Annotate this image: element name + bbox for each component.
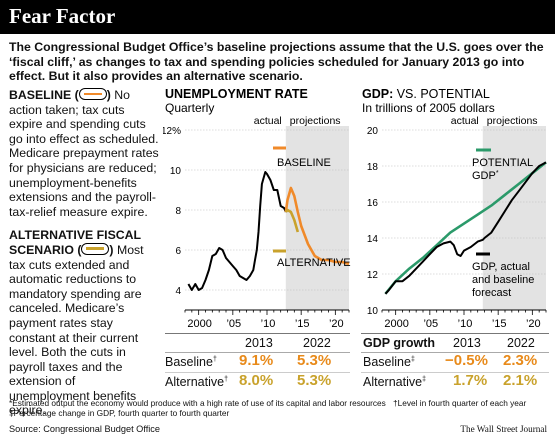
unemployment-title: UNEMPLOYMENT RATE (165, 87, 308, 101)
unemp-actual-label: actual (254, 115, 282, 127)
gdp-title-rest: VS. POTENTIAL (393, 87, 490, 101)
baseline-heading-close: ) (106, 88, 111, 102)
footnote-dagger: †Level in fourth quarter of each year (393, 398, 527, 408)
unemp-alternative-2022: 5.3% (297, 372, 332, 389)
gdp-potential-label-line1: POTENTIAL (472, 157, 533, 169)
gdp-series-potential (384, 161, 547, 295)
unemp-projections-label: projections (290, 115, 341, 127)
unemp-year-2013: 2013 (245, 336, 273, 350)
gdp-x-tick-label: ’10 (458, 318, 473, 330)
gdp-row-alternative-label: Alternative‡ (363, 375, 426, 389)
unemp-y-tick-label: 8 (175, 206, 181, 217)
unemp-row-baseline-label: Baseline† (165, 355, 217, 369)
gdp-title-bold: GDP: (362, 87, 393, 101)
gdp-y-tick-label: 14 (367, 234, 379, 245)
unemp-y-tick-label: 10 (170, 166, 182, 177)
unemp-baseline-label: BASELINE (277, 157, 331, 169)
gdp-y-tick-label: 16 (367, 198, 379, 209)
unemp-row-alternative-label: Alternative† (165, 375, 228, 389)
alternative-heading-close: ) (109, 242, 114, 257)
gdp-year-2013: 2013 (453, 336, 481, 350)
unemp-alternative-label: ALTERNATIVE (277, 257, 351, 269)
gdp-x-tick-label: 2000 (384, 318, 408, 330)
unemp-baseline-2022: 5.3% (297, 352, 332, 369)
baseline-description: BASELINE () No action taken; tax cuts ex… (9, 88, 159, 219)
gdp-y-tick-label: 18 (367, 162, 379, 173)
unemp-y-tick-label: 6 (175, 246, 181, 257)
gdp-x-tick-label: ’05 (423, 318, 438, 330)
unemp-x-tick-label: ’10 (261, 318, 276, 330)
gdp-actual-label: actual (451, 115, 479, 127)
gdp-actual-label-line: forecast (472, 287, 511, 299)
gdp-y-tick-label: 12 (367, 270, 379, 281)
footnote-ddagger: ‡Percentage change in GDP, fourth quarte… (9, 408, 230, 418)
gdp-growth-header: GDP growth (363, 336, 435, 350)
baseline-swatch (78, 88, 107, 100)
unemp-baseline-2013: 9.1% (239, 352, 274, 369)
alternative-body: Most tax cuts extended and automatic red… (9, 242, 144, 418)
baseline-body: No action taken; tax cuts expire and spe… (9, 88, 159, 219)
gdp-series-actual (384, 161, 547, 295)
source-note: Source: Congressional Budget Office (9, 424, 161, 434)
page-title: Fear Factor (9, 4, 116, 28)
unemp-projection-band (285, 126, 349, 310)
gdp-projections-label: projections (487, 115, 538, 127)
credit: The Wall Street Journal (460, 424, 547, 434)
gdp-potential-label-line2: GDP* (472, 170, 499, 182)
alternative-description: ALTERNATIVE FISCAL SCENARIO () Most tax … (9, 228, 159, 418)
unemployment-chart: UNEMPLOYMENT RATE Quarterly actual projec… (163, 87, 351, 330)
alternative-swatch (81, 242, 110, 255)
gdp-baseline-2013: −0.5% (445, 352, 488, 369)
unemp-x-tick-label: 2000 (187, 318, 211, 330)
baseline-heading: BASELINE ( (9, 88, 79, 102)
gdp-potential-mark: * (496, 170, 499, 177)
gdp-alternative-2013: 1.7% (453, 372, 488, 389)
title-banner: Fear Factor (0, 0, 555, 34)
unemp-x-tick-label: ’15 (295, 318, 310, 330)
unemployment-table: 2013 2022 Baseline† 9.1% 5.3% Alternativ… (165, 333, 350, 393)
gdp-row-baseline-label: Baseline‡ (363, 355, 415, 369)
unemp-year-2022: 2022 (303, 336, 331, 350)
gdp-alternative-2022: 2.1% (503, 372, 538, 389)
gdp-actual-label-line: GDP, actual (472, 261, 530, 273)
unemp-y-tick-label: 12% (163, 126, 181, 137)
unemp-series-actual (187, 171, 287, 291)
gdp-subtitle: In trillions of 2005 dollars (362, 101, 495, 115)
gdp-actual-label-line: and baseline (472, 274, 534, 286)
unemp-alternative-2013: 8.0% (239, 372, 274, 389)
gdp-chart: GDP: VS. POTENTIAL In trillions of 2005 … (362, 87, 547, 330)
unemp-series-baseline (284, 186, 350, 266)
gdp-x-tick-label: ’20 (526, 318, 541, 330)
unemp-x-tick-label: ’20 (329, 318, 344, 330)
gdp-year-2022: 2022 (507, 336, 535, 350)
alternative-heading: ALTERNATIVE FISCAL SCENARIO ( (9, 228, 141, 257)
gdp-title: GDP: VS. POTENTIAL (362, 87, 490, 101)
scenario-descriptions: BASELINE () No action taken; tax cuts ex… (9, 88, 159, 418)
gdp-y-tick-label: 20 (367, 126, 379, 137)
intro-text: The Congressional Budget Office’s baseli… (9, 40, 544, 84)
gdp-table: GDP growth 2013 2022 Baseline‡ −0.5% 2.3… (361, 333, 549, 393)
gdp-x-tick-label: ’15 (492, 318, 507, 330)
unemp-x-tick-label: ’05 (226, 318, 241, 330)
unemp-series-alternative (284, 208, 300, 233)
gdp-baseline-2022: 2.3% (503, 352, 538, 369)
unemp-y-tick-label: 4 (175, 286, 181, 297)
gdp-projection-band (482, 126, 546, 310)
gdp-y-tick-label: 10 (367, 306, 379, 317)
unemployment-subtitle: Quarterly (165, 101, 214, 115)
footnote-star: *Estimated output the economy would prod… (9, 398, 386, 408)
